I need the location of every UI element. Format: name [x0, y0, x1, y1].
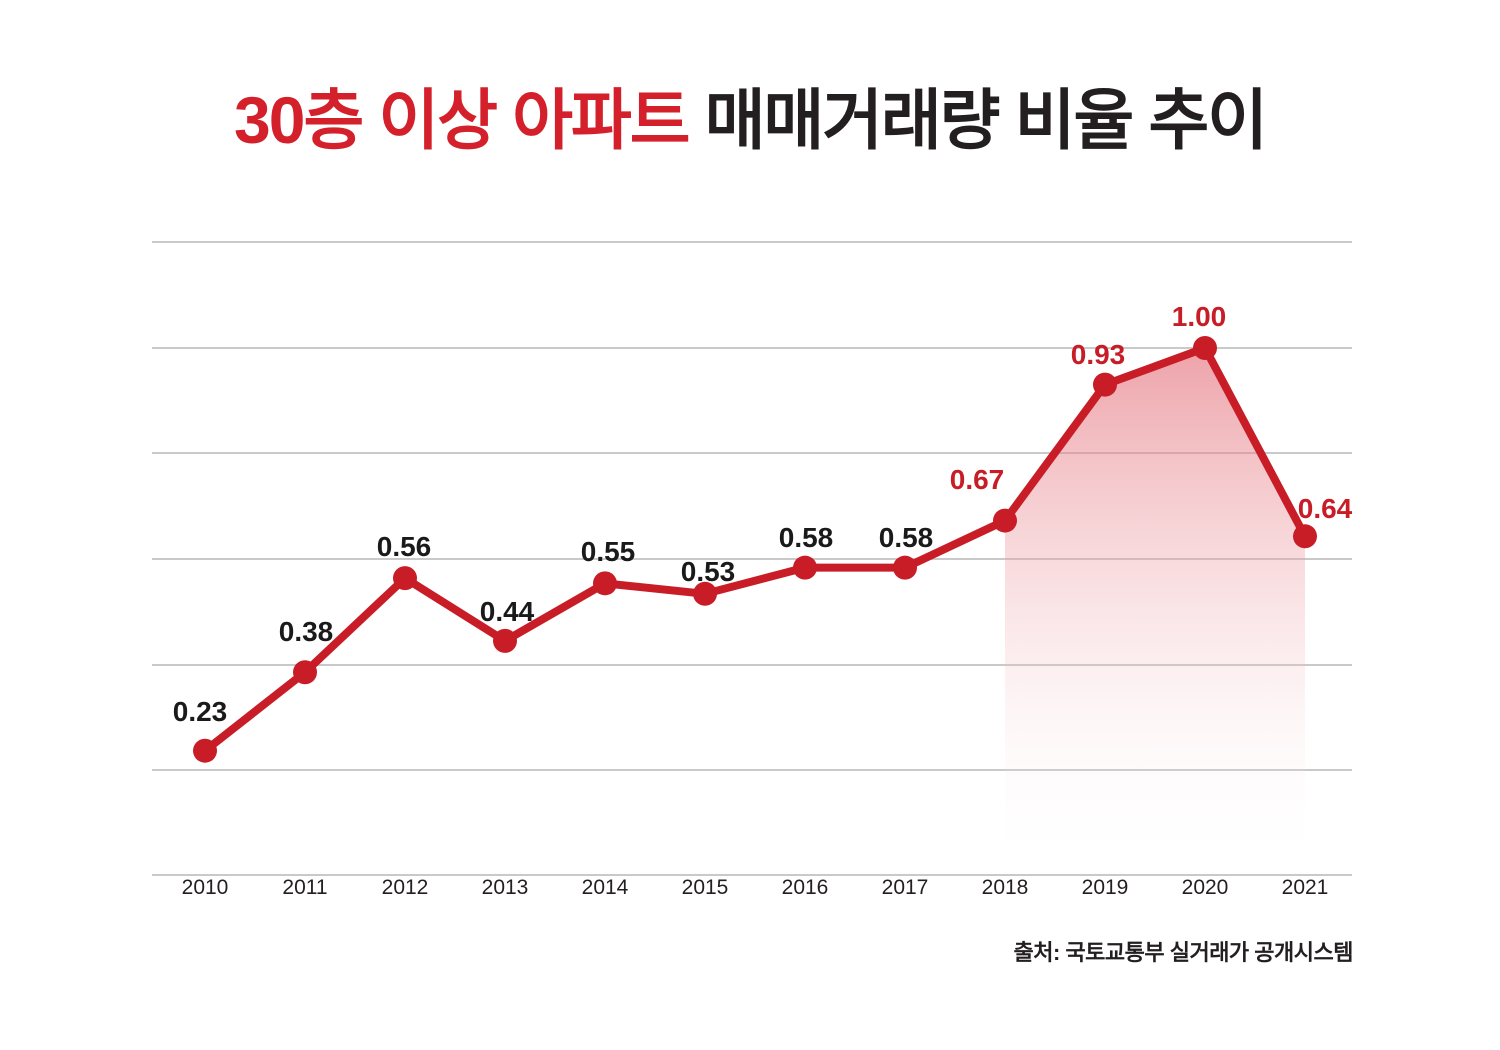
- data-point-marker[interactable]: [1293, 524, 1317, 549]
- data-point-marker[interactable]: [293, 660, 317, 685]
- page-title: 30층 이상 아파트 매매거래량 비율 추이: [0, 84, 1500, 157]
- data-point-marker[interactable]: [993, 508, 1017, 533]
- data-point-markers: [193, 336, 1317, 763]
- highlight-area-fill: [1005, 348, 1305, 875]
- source-note: 출처: 국토교통부 실거래가 공개시스템: [1013, 940, 1353, 965]
- data-point-marker[interactable]: [193, 738, 217, 763]
- data-point-marker[interactable]: [793, 555, 817, 580]
- data-point-marker[interactable]: [1093, 372, 1117, 397]
- series-line: [201, 344, 1309, 755]
- data-point-marker[interactable]: [493, 628, 517, 653]
- data-point-marker[interactable]: [593, 571, 617, 596]
- data-point-marker[interactable]: [893, 555, 917, 580]
- data-point-marker[interactable]: [693, 581, 717, 606]
- data-point-marker[interactable]: [393, 566, 417, 591]
- data-point-marker[interactable]: [1193, 336, 1217, 360]
- title-rest-text: 매매거래량 비율 추이: [704, 83, 1268, 157]
- area-fill-path: [1005, 348, 1305, 875]
- title-accent-text: 30층 이상 아파트: [234, 83, 690, 157]
- series-polyline: [201, 344, 1309, 755]
